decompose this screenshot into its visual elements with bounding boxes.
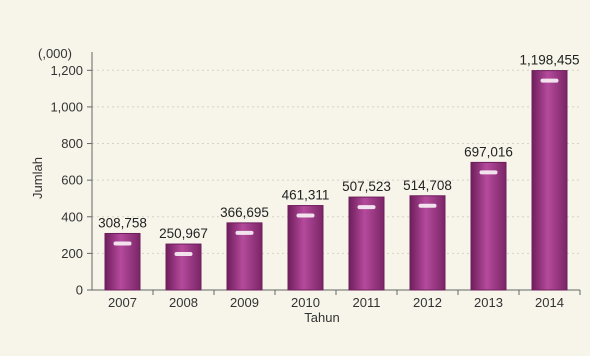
bar-highlight: [479, 170, 498, 175]
y-tick-label: 200: [61, 246, 83, 261]
data-label: 366,695: [220, 205, 269, 220]
labels: 0 200 400 600 800 1,000 1,200 2007 308,758 2008 25…: [50, 53, 579, 310]
bar: [287, 205, 324, 291]
bar-highlight: [235, 230, 254, 235]
bar-highlight: [113, 241, 132, 246]
x-tick-label: 2007: [108, 295, 137, 310]
y-axis-title: Jumlah: [30, 157, 45, 199]
x-tick-label: 2012: [413, 295, 442, 310]
data-label: 308,758: [98, 215, 147, 230]
x-tick-label: 2009: [230, 295, 259, 310]
data-label: 250,967: [159, 226, 208, 241]
x-tick-label: 2010: [291, 295, 320, 310]
bar: [348, 196, 385, 291]
data-label: 1,198,455: [519, 53, 579, 68]
data-label: 461,311: [282, 188, 330, 203]
bar: [165, 243, 202, 291]
y-tick-label: 400: [61, 209, 83, 224]
bar: [531, 70, 568, 291]
x-tick-label: 2014: [535, 295, 564, 310]
data-label: 507,523: [342, 179, 391, 194]
y-tick-label: 0: [76, 283, 83, 298]
data-label: 514,708: [403, 178, 452, 193]
bar-highlight: [540, 78, 559, 83]
x-axis-title: Tahun: [304, 310, 339, 325]
y-tick-label: 1,200: [50, 63, 83, 78]
data-label: 697,016: [464, 144, 513, 159]
bar: [104, 232, 141, 291]
bar-highlight: [357, 205, 376, 210]
bars: [104, 70, 568, 291]
bar: [470, 161, 507, 291]
y-tick-label: 800: [61, 136, 83, 151]
bar-highlight: [418, 203, 437, 208]
x-tick-label: 2011: [353, 295, 381, 310]
bar: [409, 195, 446, 291]
bar-highlight: [174, 252, 193, 257]
y-tick-label: 1,000: [50, 99, 83, 114]
bar-highlight: [296, 213, 315, 218]
y-unit-label: (,000): [38, 46, 72, 61]
x-tick-label: 2008: [169, 295, 198, 310]
y-tick-label: 600: [61, 173, 83, 188]
x-tick-label: 2013: [474, 295, 503, 310]
